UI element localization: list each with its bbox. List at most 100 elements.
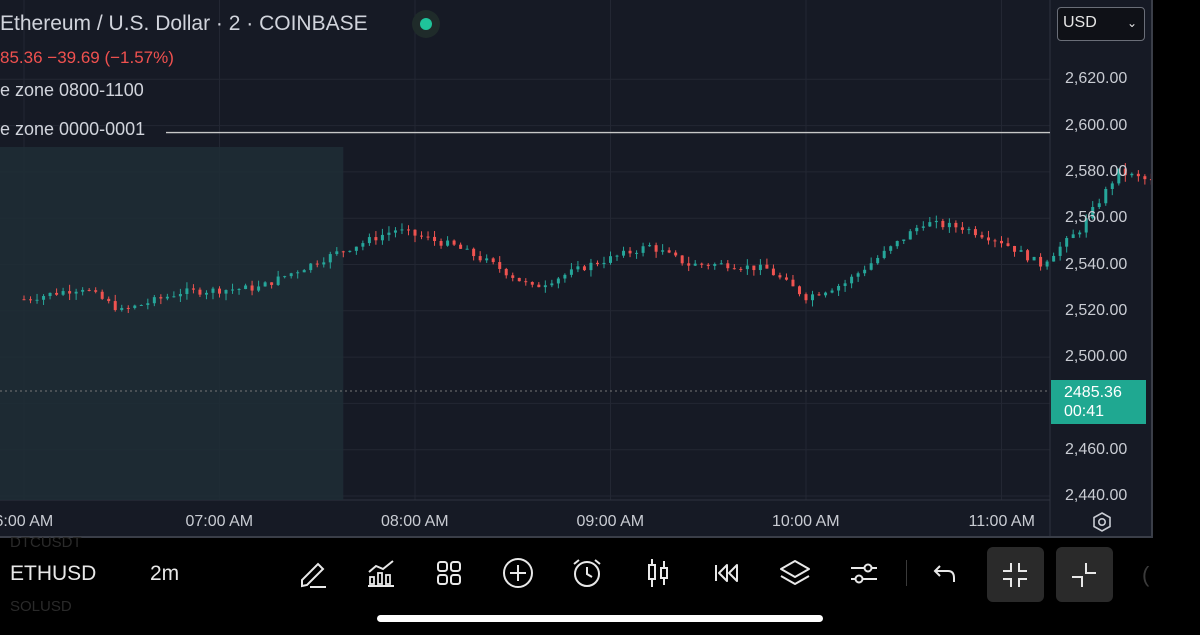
indicators-icon[interactable] [364,556,398,590]
partial-icon-edge: ( [1142,562,1150,587]
candle-body [980,235,984,238]
candle-body [120,307,124,311]
candle-body [1006,243,1010,246]
candle-body [602,262,606,265]
candle-body [257,286,261,291]
draw-pen-icon[interactable] [296,556,330,590]
candle-body [765,264,769,269]
candle-body [146,303,150,305]
exit-fullscreen-button[interactable] [987,547,1044,602]
exit-fullscreen-icon [1003,563,1027,587]
price-change: 85.36 −39.69 (−1.57%) [0,48,174,67]
candle-body [934,220,938,223]
candle-body [654,245,658,252]
candle-countdown: 00:41 [1064,403,1105,420]
layouts-icon[interactable] [432,556,466,590]
candle-body [973,229,977,236]
candle-body [426,236,430,238]
candle-body [1097,203,1101,208]
candle-body [74,291,78,294]
bottom-toolbar: DTCUSDT ETHUSD 2m SOLUSD [0,534,1200,635]
time-tick-label: 10:00 AM [772,513,840,530]
session-zone-shade [0,147,344,500]
candle-body [22,299,26,301]
chart-settings-icon[interactable] [1091,511,1113,533]
chart-panel[interactable]: Ethereum / U.S. Dollar · 2 · COINBASE 85… [0,0,1153,538]
candle-body [263,282,267,287]
toolbar-separator [906,560,907,586]
candle-body [218,288,221,294]
interval-button[interactable]: 2m [150,562,180,585]
candle-body [354,246,358,251]
candle-body [928,222,932,227]
candle-body [198,289,202,295]
candle-body [1123,168,1127,176]
candle-body [335,251,339,255]
candle-body [478,256,482,261]
candle-body [1052,255,1056,262]
candle-body [667,250,671,253]
candle-body [1000,240,1003,244]
candle-body [270,282,274,285]
symbol-button[interactable]: ETHUSD [10,562,97,585]
candle-body [374,237,378,241]
candle-body [1104,188,1108,204]
indicator-session-2[interactable]: e zone 0000-0001 [0,119,146,139]
candle-body [622,250,626,256]
candle-body [1045,261,1049,267]
candle-body [191,288,195,290]
candle-body [895,240,899,247]
price-tick-label: 2,560.00 [1065,209,1128,227]
candle-body [159,297,163,299]
layers-icon[interactable] [778,556,812,590]
candle-body [700,263,704,265]
candle-body [250,285,254,291]
candle-body [1058,246,1062,256]
collapse-button[interactable] [1056,547,1113,602]
add-icon[interactable] [501,556,535,590]
time-tick-label: 08:00 AM [381,513,449,530]
candle-body [380,234,384,241]
candle-body [706,264,710,266]
candle-body [635,252,639,254]
candle-body [797,286,801,295]
candle-body [107,298,111,302]
candle-body [491,258,495,263]
currency-select[interactable]: USD ⌄ [1057,7,1145,41]
candle-body [204,292,208,295]
price-tick-label: 2,440.00 [1065,487,1128,504]
candle-body [615,255,619,257]
candle-body [283,276,287,278]
candle-body [517,277,521,282]
time-tick-label: 09:00 AM [576,513,645,530]
candle-body [459,244,463,249]
candle-body [309,263,313,271]
candle-body [452,240,456,245]
candle-body [406,229,410,231]
candle-body [530,282,534,285]
candle-body [680,255,684,264]
candle-body [1110,183,1114,189]
candle-body [100,291,104,299]
settings-sliders-icon[interactable] [847,556,881,590]
candles-icon[interactable] [641,556,675,590]
undo-icon[interactable] [929,556,963,590]
replay-icon[interactable] [709,556,743,590]
price-chart[interactable] [0,0,1153,538]
candle-body [139,304,143,306]
chart-title[interactable]: Ethereum / U.S. Dollar · 2 · COINBASE [0,12,368,35]
candle-body [641,246,645,253]
candle-body [387,232,391,235]
candle-body [811,294,815,301]
indicator-session-1[interactable]: e zone 0800-1100 [0,80,144,100]
candle-body [563,274,567,279]
candle-body [739,268,743,270]
candle-body [185,288,189,294]
candle-body [1117,168,1121,184]
candle-body [367,237,371,244]
candle-body [576,266,580,270]
alert-clock-icon[interactable] [570,556,604,590]
price-tick-label: 2,520.00 [1065,301,1128,319]
candle-body [732,268,736,270]
candle-body [1078,232,1082,235]
